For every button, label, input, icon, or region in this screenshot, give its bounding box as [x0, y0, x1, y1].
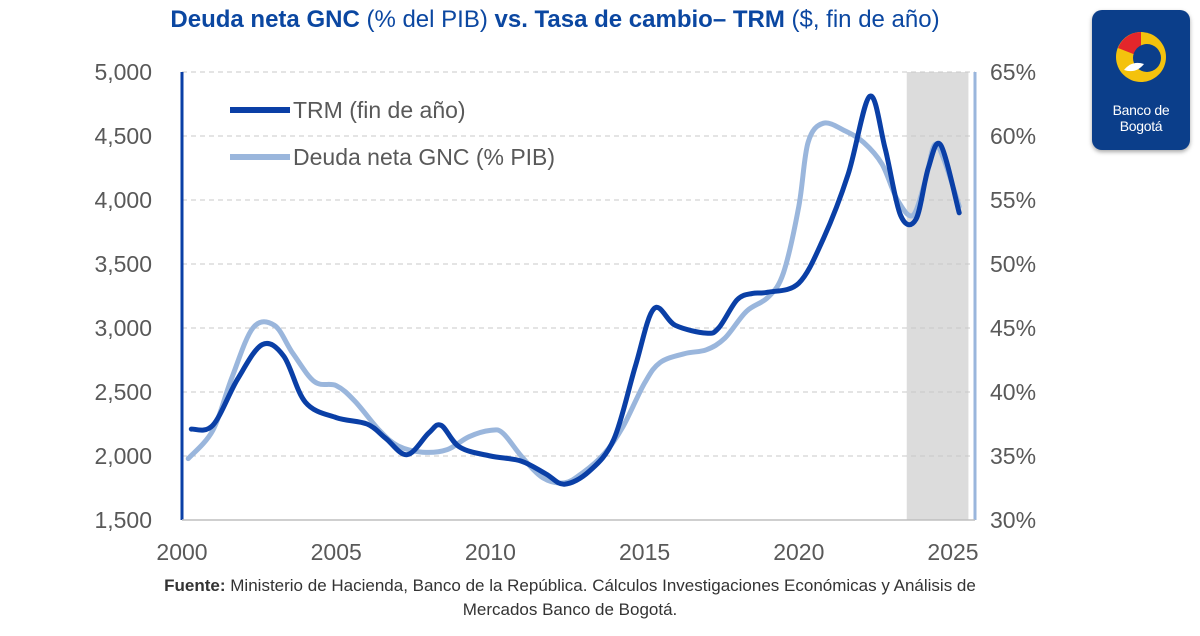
- source-note: Fuente: Ministerio de Hacienda, Banco de…: [0, 574, 1140, 622]
- chart-title: Deuda neta GNC (% del PIB) vs. Tasa de c…: [0, 6, 1110, 34]
- y-left-tick-label: 2,500: [94, 379, 152, 405]
- legend-label: Deuda neta GNC (% PIB): [293, 144, 555, 170]
- y-right-tick-label: 55%: [990, 187, 1036, 213]
- source-text: Ministerio de Hacienda, Banco de la Repú…: [225, 576, 976, 595]
- source-text-line-2: Mercados Banco de Bogotá.: [462, 600, 678, 619]
- y-right-tick-label: 30%: [990, 507, 1036, 533]
- y-right-tick-label: 40%: [990, 379, 1036, 405]
- y-left-tick-label: 1,500: [94, 507, 152, 533]
- bank-logo: Banco de Bogotá: [1092, 10, 1190, 150]
- title-part-4: ($, fin de año): [784, 6, 940, 33]
- x-tick-label: 2015: [619, 539, 670, 565]
- debt-series-line: [185, 120, 962, 486]
- y-left-tick-label: 4,000: [94, 187, 152, 213]
- logo-emblem-icon: [1116, 32, 1166, 82]
- y-right-tick-label: 45%: [990, 315, 1036, 341]
- x-tick-label: 2010: [465, 539, 516, 565]
- title-part-2: (% del PIB): [359, 6, 495, 33]
- y-left-tick-label: 3,500: [94, 251, 152, 277]
- x-tick-label: 2000: [156, 539, 207, 565]
- y-right-tick-label: 60%: [990, 123, 1036, 149]
- y-left-tick-label: 2,000: [94, 443, 152, 469]
- y-left-tick-label: 5,000: [94, 59, 152, 85]
- x-tick-label: 2005: [311, 539, 362, 565]
- x-tick-label: 2025: [927, 539, 978, 565]
- chart-area: 1,500 2,000 2,500 3,000 3,500 4,000 4,500 5,000…: [94, 59, 1036, 565]
- y-right-tick-label: 35%: [990, 443, 1036, 469]
- y-right-tick-label: 50%: [990, 251, 1036, 277]
- legend-label: TRM (fin de año): [293, 97, 466, 123]
- title-bold-part-3: vs. Tasa de cambio– TRM: [494, 6, 785, 33]
- x-tick-label: 2020: [773, 539, 824, 565]
- trm-series-line: [188, 93, 962, 487]
- y-left-tick-label: 4,500: [94, 123, 152, 149]
- logo-line-2: Bogotá: [1119, 118, 1163, 134]
- source-label: Fuente:: [164, 576, 226, 595]
- title-bold-part-1: Deuda neta GNC: [170, 6, 360, 33]
- y-right-tick-label: 65%: [990, 59, 1036, 85]
- logo-text: Banco de Bogotá: [1092, 102, 1190, 134]
- logo-line-1: Banco de: [1112, 102, 1170, 118]
- projection-shaded-region: [906, 72, 969, 520]
- y-left-tick-label: 3,000: [94, 315, 152, 341]
